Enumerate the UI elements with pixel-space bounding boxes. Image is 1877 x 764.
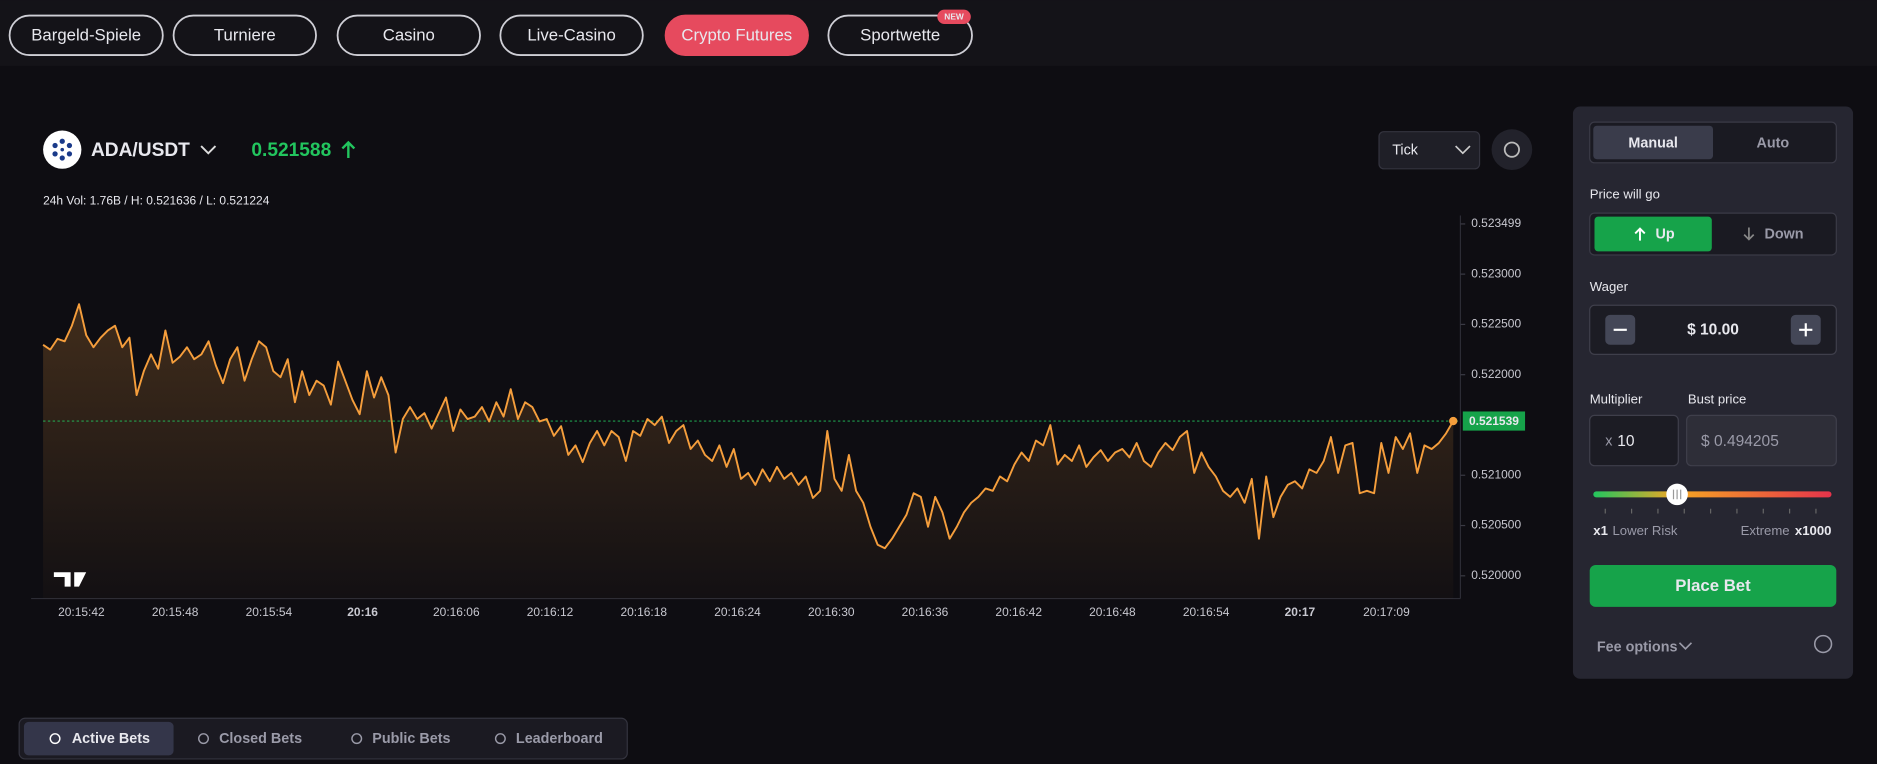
fee-chevron bbox=[1678, 642, 1693, 651]
nav-tab-label[interactable]: Turniere bbox=[214, 25, 276, 44]
place-bet-button[interactable] bbox=[1589, 565, 1837, 607]
price: 0.521588 bbox=[251, 140, 331, 161]
y-tick-label: 0.523499 bbox=[1471, 216, 1521, 230]
y-tick-label: 0.520000 bbox=[1471, 568, 1521, 582]
direction-label: Price will go bbox=[1590, 187, 1660, 202]
bust-price: $ 0.494205 bbox=[1701, 433, 1779, 450]
knob-grip bbox=[1672, 489, 1682, 500]
tv-logo bbox=[53, 572, 87, 587]
bust-box bbox=[1686, 414, 1837, 467]
nav-tab[interactable] bbox=[172, 14, 317, 56]
stats: 24h Vol: 1.76B / H: 0.521636 / L: 0.5212… bbox=[43, 193, 270, 207]
nav-tab[interactable] bbox=[499, 14, 644, 56]
bets-tab-icon bbox=[351, 733, 363, 745]
nav-tab-label[interactable]: Casino bbox=[383, 25, 435, 44]
nav-tab[interactable] bbox=[664, 14, 809, 56]
wager-box bbox=[1589, 304, 1837, 355]
price-area bbox=[43, 304, 1454, 599]
y-tick-label: 0.522500 bbox=[1471, 317, 1521, 331]
x-tick-label: 20:16:12 bbox=[527, 605, 574, 619]
wager-label: Wager bbox=[1590, 279, 1629, 294]
y-tick-label: 0.521000 bbox=[1471, 467, 1521, 481]
bets-tab[interactable]: Public Bets bbox=[372, 731, 450, 747]
up-arrow bbox=[341, 140, 356, 159]
bets-tab[interactable]: Active Bets bbox=[72, 731, 150, 747]
x-tick-label: 20:17:09 bbox=[1363, 605, 1410, 619]
up-button[interactable] bbox=[1594, 216, 1712, 252]
x-tick-label: 20:16:54 bbox=[1183, 605, 1230, 619]
pair[interactable]: ADA/USDT bbox=[91, 140, 190, 161]
risk-max: x1000 bbox=[1795, 523, 1832, 538]
x-tick-label: 20:17 bbox=[1285, 605, 1316, 619]
multiplier-prefix: x bbox=[1605, 434, 1613, 450]
nav-tab-label[interactable]: Bargeld-Spiele bbox=[31, 25, 141, 44]
y-tick-label: 0.522000 bbox=[1471, 367, 1521, 381]
nav-tab[interactable] bbox=[8, 14, 164, 56]
x-tick-label: 20:16:30 bbox=[808, 605, 855, 619]
up-icon bbox=[1634, 227, 1646, 241]
interval-chevron bbox=[1455, 145, 1471, 155]
interval-select[interactable] bbox=[1378, 131, 1481, 170]
plus-icon bbox=[1799, 323, 1813, 337]
x-tick-label: 20:16:06 bbox=[433, 605, 480, 619]
place-bet[interactable]: Place Bet bbox=[1675, 576, 1751, 595]
fee-options[interactable]: Fee options bbox=[1597, 639, 1678, 655]
new-badge bbox=[937, 9, 971, 24]
bets-tab-active[interactable] bbox=[23, 721, 174, 756]
x-tick-label: 20:16:42 bbox=[995, 605, 1042, 619]
bets-tab-icon bbox=[197, 733, 210, 745]
x-tick-label: 20:16:24 bbox=[714, 605, 761, 619]
nav-tab-label[interactable]: Crypto Futures bbox=[681, 25, 792, 44]
bets-tab[interactable]: Closed Bets bbox=[219, 731, 302, 747]
last-price-label: 0.521539 bbox=[1469, 414, 1519, 428]
y-tick-label: 0.520500 bbox=[1471, 518, 1521, 532]
risk-max-label: Extreme bbox=[1741, 523, 1790, 538]
mode-manual[interactable]: Manual bbox=[1628, 135, 1677, 151]
x-tick-label: 20:16:36 bbox=[902, 605, 949, 619]
new-badge-label: NEW bbox=[944, 12, 964, 22]
x-tick-label: 20:16:48 bbox=[1089, 605, 1136, 619]
bets-tab[interactable]: Leaderboard bbox=[516, 731, 603, 747]
down[interactable]: Down bbox=[1764, 226, 1803, 242]
bets-tab-icon bbox=[49, 733, 61, 745]
last-point bbox=[1449, 416, 1458, 426]
multiplier[interactable]: 10 bbox=[1617, 433, 1635, 450]
nav-tab-label[interactable]: Sportwette bbox=[860, 25, 940, 44]
x-tick-label: 20:15:42 bbox=[58, 605, 105, 619]
x-tick-label: 20:16:18 bbox=[620, 605, 667, 619]
gear-icon bbox=[1503, 141, 1520, 158]
risk-slider[interactable] bbox=[1593, 491, 1832, 498]
mode-active[interactable] bbox=[1593, 125, 1714, 160]
nav-tab[interactable] bbox=[336, 14, 481, 56]
risk-min-label: Lower Risk bbox=[1612, 523, 1677, 538]
mode-auto[interactable]: Auto bbox=[1757, 135, 1790, 151]
multiplier-box[interactable] bbox=[1589, 414, 1679, 467]
x-tick-label: 20:15:54 bbox=[246, 605, 293, 619]
down-icon bbox=[1743, 227, 1755, 241]
risk-min: x1 bbox=[1593, 523, 1608, 538]
x-tick-label: 20:16 bbox=[347, 605, 378, 619]
bust-label: Bust price bbox=[1688, 391, 1747, 406]
last-price-tag bbox=[1462, 411, 1526, 431]
up[interactable]: Up bbox=[1656, 226, 1675, 242]
interval: Tick bbox=[1392, 143, 1419, 159]
wager[interactable]: $ 10.00 bbox=[1687, 322, 1739, 339]
pair-chevron bbox=[200, 145, 217, 155]
price-line bbox=[42, 303, 1455, 550]
bets-tab-icon bbox=[494, 733, 506, 745]
slider-ticks bbox=[1604, 508, 1817, 514]
x-tick-label: 20:15:48 bbox=[152, 605, 199, 619]
settings-button[interactable] bbox=[1491, 129, 1533, 170]
help-icon[interactable] bbox=[1813, 634, 1833, 654]
nav-tab-label[interactable]: Live-Casino bbox=[527, 25, 615, 44]
multiplier-label: Multiplier bbox=[1590, 391, 1643, 406]
coin-dots bbox=[52, 138, 73, 161]
y-tick-label: 0.523000 bbox=[1471, 266, 1521, 280]
nav-tab[interactable] bbox=[827, 14, 973, 56]
